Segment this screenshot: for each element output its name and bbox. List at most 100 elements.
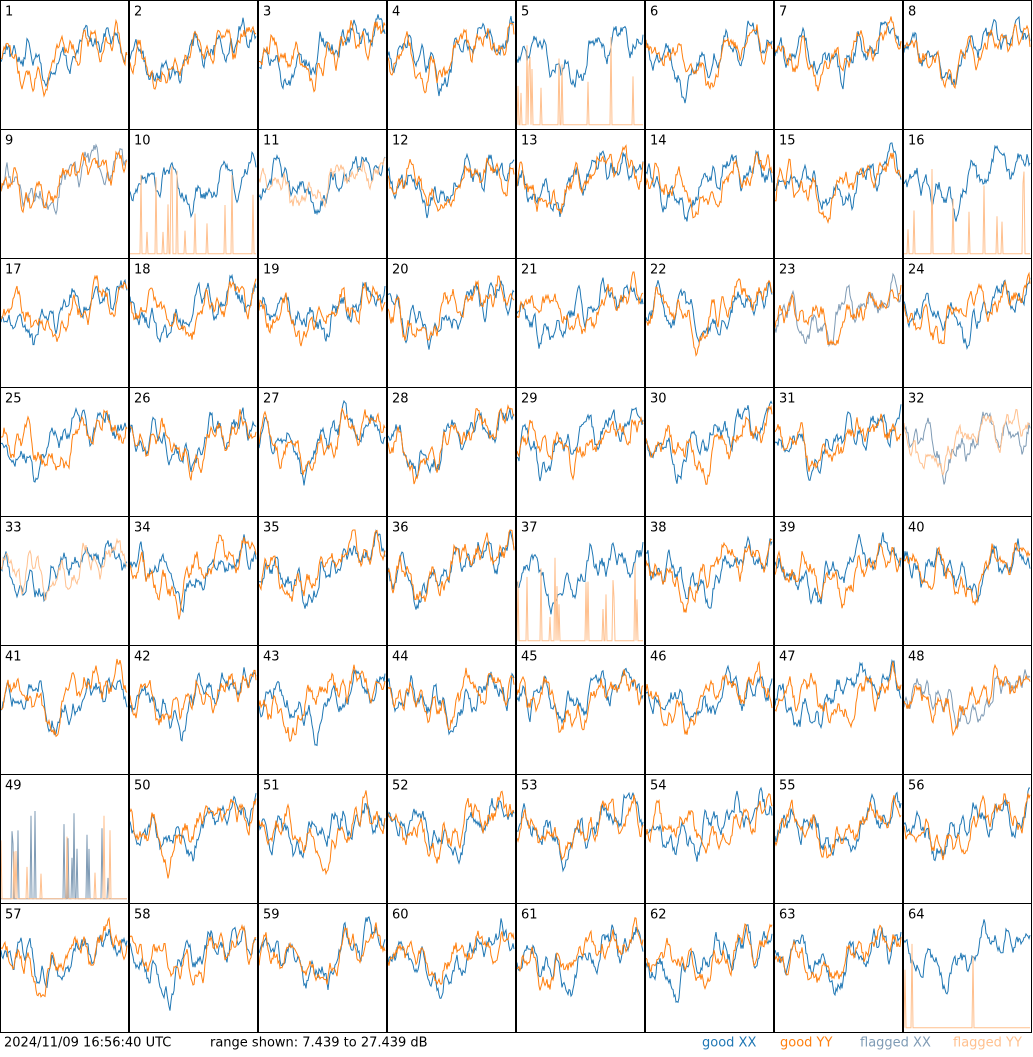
trace-xx	[645, 664, 773, 723]
trace-yy	[1, 18, 128, 98]
trace-yy	[774, 795, 902, 859]
trace-yy	[774, 16, 902, 92]
trace-yy	[774, 661, 902, 729]
trace-yy	[387, 790, 515, 864]
panel-label: 62	[650, 908, 667, 923]
panel-label: 8	[908, 5, 916, 20]
trace-yy	[387, 157, 515, 213]
panel-label: 54	[650, 779, 667, 794]
trace-xx	[903, 144, 1031, 222]
panel-frame	[387, 903, 516, 1033]
trace-yy	[645, 660, 773, 735]
panel-label: 41	[5, 650, 22, 665]
trace-xx	[903, 15, 1031, 86]
trace-yy	[774, 924, 902, 983]
trace-xx	[129, 273, 257, 343]
timestamp: 2024/11/09 16:56:40 UTC	[4, 1036, 171, 1051]
panel-label: 18	[134, 263, 151, 278]
panel-frame	[645, 903, 774, 1033]
panel-label: 22	[650, 263, 667, 278]
trace-yy	[516, 271, 644, 335]
panel-label: 60	[392, 908, 409, 923]
trace-yy	[516, 794, 644, 862]
trace-yy	[0, 658, 128, 738]
trace-xx	[258, 399, 386, 486]
trace-xx	[774, 927, 902, 997]
panel-label: 33	[5, 521, 22, 536]
panel-label: 1	[5, 5, 13, 20]
trace-yy	[387, 930, 515, 986]
trace-xx	[645, 924, 773, 1004]
panel-label: 2	[134, 5, 142, 20]
panel-label: 38	[650, 521, 667, 536]
trace-yy	[903, 793, 1031, 861]
trace-xx	[387, 918, 515, 999]
trace-yy	[645, 404, 773, 486]
trace-xx	[129, 667, 257, 742]
trace-xx	[129, 17, 257, 85]
panel-label: 20	[392, 263, 409, 278]
panel-label: 34	[134, 521, 151, 536]
panel-label: 11	[263, 134, 280, 149]
panel-label: 31	[779, 392, 796, 407]
trace-xx	[645, 149, 773, 222]
trace-xx	[645, 400, 773, 484]
panel-label: 47	[779, 650, 796, 665]
panel-label: 21	[521, 263, 538, 278]
panel-label: 9	[5, 134, 13, 149]
panel-label: 16	[908, 134, 925, 149]
panel-label: 58	[134, 908, 151, 923]
panel-label: 37	[521, 521, 538, 536]
trace-xx	[774, 20, 902, 90]
panel-label: 44	[392, 650, 409, 665]
trace-yy	[387, 275, 515, 341]
panel-label: 29	[521, 392, 538, 407]
trace-xx	[645, 280, 773, 343]
trace-yy	[645, 793, 773, 854]
panel-label: 48	[908, 650, 925, 665]
trace-yy	[903, 23, 1031, 90]
panel-label: 63	[779, 908, 796, 923]
trace-xx	[258, 153, 386, 216]
trace-yy	[129, 669, 257, 726]
panel-label: 15	[779, 134, 796, 149]
trace-xx	[0, 540, 128, 603]
trace-xx	[0, 407, 128, 483]
trace-yy	[129, 25, 257, 90]
trace-yy	[516, 416, 644, 481]
trace-yy	[387, 667, 515, 731]
panel-label: 10	[134, 134, 151, 149]
trace-yy	[258, 157, 386, 209]
trace-yy	[258, 664, 386, 743]
panel-label: 35	[263, 521, 280, 536]
panel-label: 42	[134, 650, 151, 665]
panel-label: 40	[908, 521, 925, 536]
trace-xx	[387, 152, 515, 219]
panel-label: 4	[392, 5, 400, 20]
panel-label: 43	[263, 650, 280, 665]
trace-yy	[904, 168, 1030, 255]
trace-xx	[516, 150, 644, 217]
panel-label: 51	[263, 779, 280, 794]
trace-yy	[258, 790, 386, 876]
trace-yy	[645, 277, 773, 357]
trace-yy	[903, 542, 1031, 607]
panel-label: 46	[650, 650, 667, 665]
panel-label: 6	[650, 5, 658, 20]
trace-xx	[258, 803, 386, 859]
panel-label: 64	[908, 908, 925, 923]
trace-yy	[258, 922, 386, 985]
trace-xx	[903, 919, 1031, 995]
trace-yy	[129, 278, 257, 340]
panel-frame	[258, 903, 387, 1033]
trace-yy	[774, 152, 902, 225]
trace-yy	[0, 150, 128, 214]
trace-yy	[0, 274, 128, 342]
trace-xx	[516, 406, 644, 482]
panel-label: 25	[5, 392, 22, 407]
trace-yy	[387, 22, 515, 94]
trace-xx	[129, 925, 257, 1011]
trace-xx	[258, 668, 386, 747]
panel-label: 23	[779, 263, 796, 278]
